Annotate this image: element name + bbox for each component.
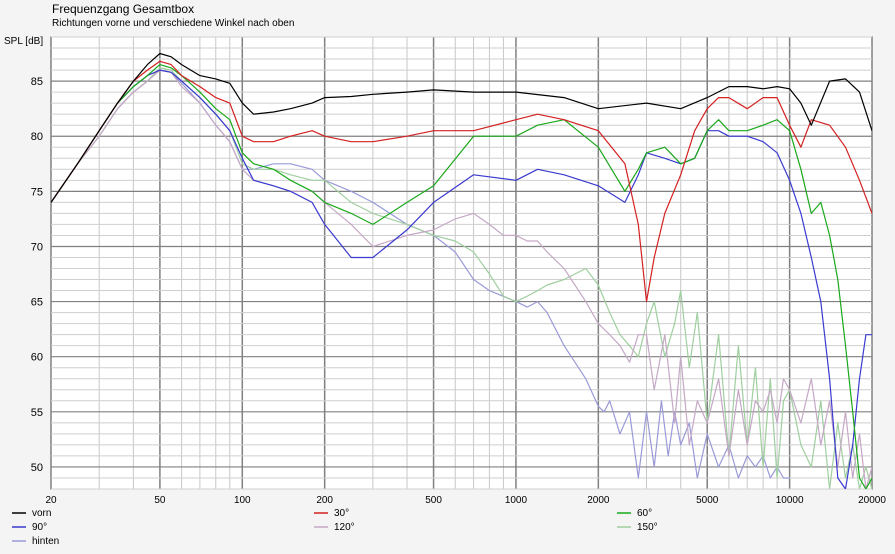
y-tick-label: 75	[31, 186, 43, 198]
x-tick-label: 5000	[696, 495, 719, 506]
legend: vorn 30° 60° 90° 120° 150° hinten	[12, 508, 658, 547]
x-tick-label: 2000	[587, 495, 610, 506]
legend-label: hinten	[32, 536, 59, 547]
y-tick-label: 55	[31, 407, 43, 419]
x-tick-label: 50	[154, 495, 166, 506]
series-line-120°	[51, 69, 872, 489]
x-tick-label: 200	[316, 495, 333, 506]
chart-subtitle: Richtungen vorne und verschiedene Winkel…	[52, 18, 295, 29]
y-axis-label: SPL [dB]	[4, 36, 43, 47]
series-line-90°	[51, 69, 872, 489]
series-line-30°	[51, 60, 872, 303]
legend-label: 90°	[32, 522, 47, 533]
series-line-vorn	[51, 52, 872, 203]
y-tick-label: 50	[31, 462, 43, 474]
legend-label: 120°	[334, 522, 355, 533]
curves	[51, 52, 872, 489]
x-tick-label: 500	[425, 495, 442, 506]
chart-title: Frequenzgang Gesamtbox	[52, 2, 195, 16]
legend-label: 60°	[637, 508, 652, 519]
x-tick-label: 20000	[858, 495, 886, 506]
series-line-60°	[51, 63, 872, 489]
tick-labels: 20 50 100 200 500 1000 2000 5000 10000 20000 50 55 6…	[31, 76, 887, 506]
x-tick-label: 1000	[505, 495, 528, 506]
y-tick-label: 60	[31, 352, 43, 364]
plot-area	[50, 36, 873, 490]
x-tick-label: 20	[45, 495, 57, 506]
legend-label: 150°	[637, 522, 658, 533]
y-tick-label: 70	[31, 241, 43, 253]
y-tick-label: 80	[31, 131, 43, 143]
x-tick-label: 100	[234, 495, 251, 506]
y-tick-label: 65	[31, 297, 43, 309]
legend-label: 30°	[334, 508, 349, 519]
x-tick-label: 10000	[776, 495, 804, 506]
y-tick-label: 85	[31, 76, 43, 88]
legend-label: vorn	[32, 508, 51, 519]
